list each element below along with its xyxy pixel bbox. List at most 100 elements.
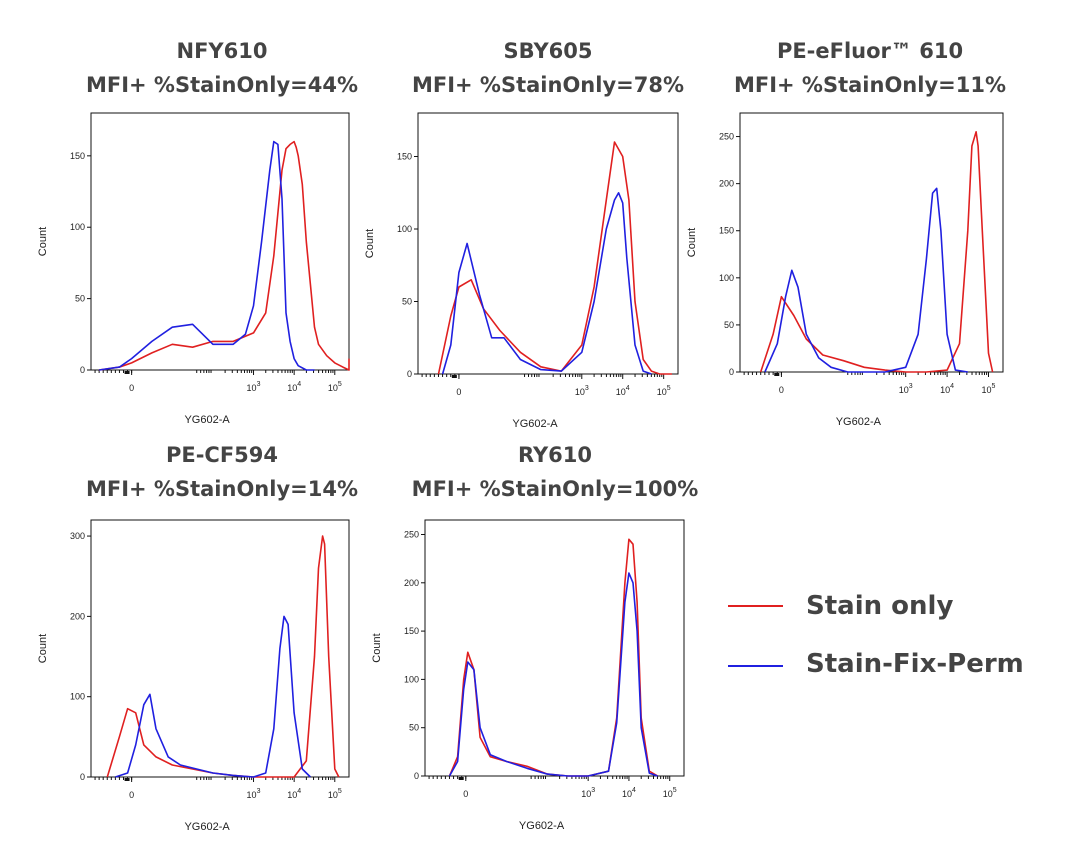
x-tick-label: 104 [616, 385, 630, 397]
x-tick-exponent: 4 [632, 787, 636, 794]
x-tick-exponent: 5 [992, 383, 996, 390]
x-tick-label: 104 [622, 787, 636, 799]
chart-title: NFY610 [177, 39, 268, 63]
plot-frame [90, 519, 350, 778]
y-axis-label: Count [371, 633, 383, 662]
series-stain-fix-perm-line [115, 615, 311, 778]
x-axis-label: YG602-A [184, 821, 230, 833]
y-tick-label: 100 [719, 273, 734, 283]
y-tick-label: 50 [724, 320, 734, 330]
series-stain-fix-perm-line [448, 572, 658, 777]
y-tick-label: 150 [397, 152, 412, 162]
legend-stain-only-label: Stain only [806, 591, 953, 621]
zero-marker [458, 777, 464, 780]
plot-frame [90, 112, 350, 371]
histogram-panel: PE-CF594 MFI+ %StainOnly=14% 0 100 200 300 0 10… [37, 443, 358, 833]
x-tick-exponent: 3 [591, 787, 595, 794]
x-tick-exponent: 5 [338, 788, 342, 795]
x-axis-label: YG602-A [184, 414, 230, 426]
y-axis-label: Count [686, 228, 698, 257]
chart-title: PE-CF594 [166, 443, 278, 467]
y-tick-label: 100 [70, 222, 85, 232]
x-axis-label: YG602-A [512, 418, 558, 430]
histogram-panel: NFY610 MFI+ %StainOnly=44% 0 50 100 150 0 103 10… [37, 39, 358, 426]
x-tick-exponent: 5 [667, 385, 671, 392]
x-tick-label: 103 [247, 381, 261, 393]
y-tick-label: 100 [404, 674, 419, 684]
x-tick-label: 0 [129, 790, 134, 800]
zero-marker [124, 371, 130, 374]
series-stain-fix-perm-line [764, 187, 968, 373]
y-tick-label: 150 [719, 226, 734, 236]
y-axis-label: Count [37, 634, 49, 663]
chart-subtitle: MFI+ %StainOnly=14% [86, 477, 358, 501]
y-tick-label: 0 [80, 365, 85, 375]
y-tick-label: 0 [80, 772, 85, 782]
series-stain-only-line [106, 535, 340, 778]
y-tick-label: 200 [70, 611, 85, 621]
x-tick-exponent: 4 [297, 788, 301, 795]
legend-stain-fix-perm-label: Stain-Fix-Perm [806, 649, 1024, 679]
x-tick-label: 0 [463, 789, 468, 799]
y-axis-label: Count [37, 227, 49, 256]
x-tick-exponent: 4 [626, 385, 630, 392]
x-tick-label: 104 [287, 381, 301, 393]
y-tick-label: 200 [404, 578, 419, 588]
x-tick-label: 105 [657, 385, 671, 397]
x-tick-exponent: 4 [297, 381, 301, 388]
y-tick-label: 50 [75, 294, 85, 304]
x-tick-label: 104 [940, 383, 954, 395]
plot-frame [424, 519, 685, 777]
chart-subtitle: MFI+ %StainOnly=100% [412, 477, 699, 501]
chart-title: SBY605 [503, 39, 592, 63]
x-tick-exponent: 4 [950, 383, 954, 390]
x-tick-label: 0 [456, 387, 461, 397]
x-tick-label: 103 [247, 788, 261, 800]
y-tick-label: 100 [70, 692, 85, 702]
x-axis-label: YG602-A [836, 416, 882, 428]
y-tick-label: 50 [409, 723, 419, 733]
chart-subtitle: MFI+ %StainOnly=78% [412, 73, 684, 97]
x-tick-label: 105 [663, 787, 677, 799]
chart-subtitle: MFI+ %StainOnly=44% [86, 73, 358, 97]
y-tick-label: 0 [729, 367, 734, 377]
x-tick-label: 105 [982, 383, 996, 395]
x-tick-label: 105 [328, 381, 342, 393]
x-tick-label: 104 [287, 788, 301, 800]
series-stain-only-line [448, 538, 658, 777]
y-tick-label: 100 [397, 224, 412, 234]
y-tick-label: 0 [414, 771, 419, 781]
y-tick-label: 150 [70, 151, 85, 161]
x-tick-exponent: 3 [585, 385, 589, 392]
x-tick-label: 103 [899, 383, 913, 395]
x-tick-exponent: 5 [673, 787, 677, 794]
x-axis-label: YG602-A [519, 820, 565, 832]
x-tick-exponent: 3 [909, 383, 913, 390]
y-axis-label: Count [364, 229, 376, 258]
x-tick-label: 103 [575, 385, 589, 397]
x-tick-label: 103 [581, 787, 595, 799]
series-stain-only-line [437, 141, 672, 375]
legend: Stain only Stain-Fix-Perm [728, 591, 1024, 679]
x-tick-exponent: 3 [257, 381, 261, 388]
zero-marker [124, 778, 130, 781]
x-tick-label: 0 [779, 385, 784, 395]
series-stain-fix-perm-line [98, 140, 315, 371]
zero-marker [774, 373, 780, 376]
zero-marker [451, 375, 457, 378]
y-tick-label: 250 [719, 132, 734, 142]
y-tick-label: 300 [70, 531, 85, 541]
histogram-panel: SBY605 MFI+ %StainOnly=78% 0 50 100 150 0 103 10… [364, 39, 684, 430]
chart-subtitle: MFI+ %StainOnly=11% [734, 73, 1006, 97]
x-tick-exponent: 3 [257, 788, 261, 795]
x-tick-label: 0 [129, 383, 134, 393]
y-tick-label: 0 [407, 369, 412, 379]
plot-frame [417, 112, 679, 375]
series-stain-only-line [98, 140, 350, 371]
chart-title: PE-eFluor™ 610 [777, 39, 963, 63]
series-stain-fix-perm-line [441, 192, 652, 375]
y-tick-label: 250 [404, 529, 419, 539]
